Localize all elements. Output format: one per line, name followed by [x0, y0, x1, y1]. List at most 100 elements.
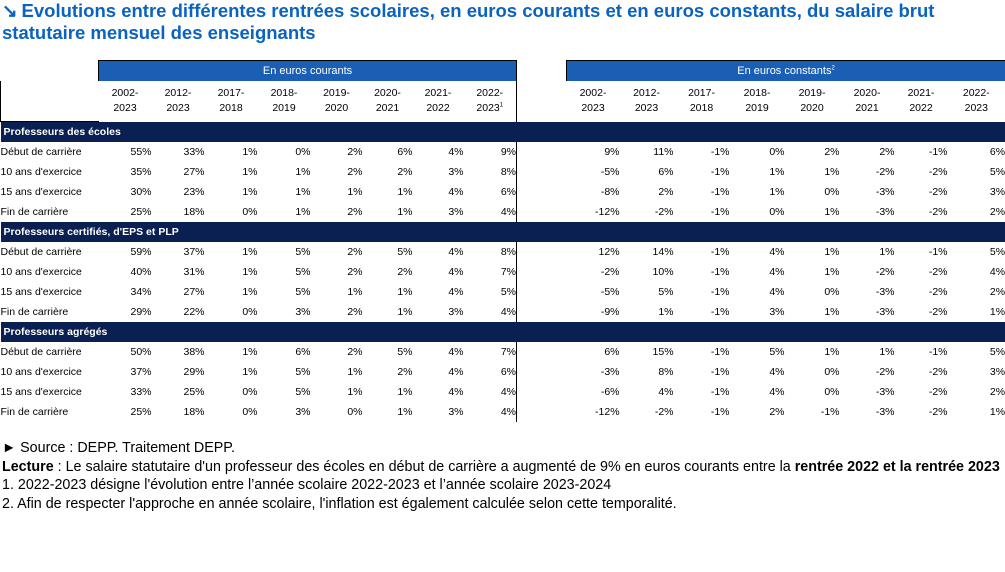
row-label: Fin de carrière: [0, 206, 69, 218]
value-courant: 5%: [295, 386, 311, 398]
value-constant: 2%: [769, 406, 785, 418]
value-constant: -12%: [595, 406, 620, 418]
value-courant: 6%: [295, 346, 311, 358]
value-constant: -2%: [928, 186, 948, 198]
group-header: Professeurs certifiés, d'EPS et PLP: [0, 222, 517, 242]
value-constant: 6%: [604, 346, 620, 358]
value-constant: 4%: [769, 366, 785, 378]
value-courant: 18%: [183, 206, 205, 218]
value-constant: 2%: [824, 146, 840, 158]
gap-cell: [517, 142, 567, 162]
year-header: 2002- 2023: [567, 81, 620, 122]
value-courant: 4%: [463, 402, 518, 422]
gap-cell: [517, 202, 567, 222]
value-courant: 1%: [242, 246, 258, 258]
data-table: En euros courants En euros constants2 2002…: [0, 60, 1005, 422]
value-courant: 0%: [242, 206, 258, 218]
footnote-1: 1. 2022-2023 désigne l'évolution entre l…: [2, 477, 612, 493]
table-row: 15 ans d'exercice 33% 25% 0% 5% 1% 1% 4% 4% -6% 4%…: [1, 382, 1005, 402]
value-constant: -1%: [928, 246, 948, 258]
value-courant: 7%: [463, 342, 518, 362]
value-courant: 1%: [242, 146, 258, 158]
value-courant: 1%: [397, 186, 413, 198]
value-constant: -2%: [928, 266, 948, 278]
gap-cell: [517, 61, 567, 82]
value-constant: -1%: [928, 346, 948, 358]
year-header: 2021- 2022: [413, 81, 464, 122]
value-courant: 25%: [130, 406, 152, 418]
value-courant: 0%: [242, 406, 258, 418]
value-courant: 1%: [242, 286, 258, 298]
value-constant: -2%: [600, 266, 620, 278]
value-courant: 6%: [463, 182, 518, 202]
table-row: Début de carrière 59% 37% 1% 5% 2% 5% 4% 8% 12% 14…: [1, 242, 1005, 262]
value-courant: 4%: [463, 202, 518, 222]
value-courant: 2%: [347, 206, 363, 218]
footnote-2: 2. Afin de respecter l'approche en année…: [2, 495, 677, 512]
year-end: 2023: [581, 102, 605, 115]
value-courant: 7%: [463, 262, 518, 282]
value-constant: 3%: [947, 182, 1005, 202]
value-courant: 3%: [448, 166, 464, 178]
value-courant: 4%: [448, 266, 464, 278]
year-start: 2017-: [217, 87, 245, 100]
value-constant: -2%: [928, 286, 948, 298]
value-constant: -1%: [710, 346, 730, 358]
value-constant: 9%: [604, 146, 620, 158]
value-courant: 3%: [295, 306, 311, 318]
value-courant: 9%: [463, 142, 518, 162]
value-courant: 1%: [295, 206, 311, 218]
value-courant: 27%: [183, 286, 205, 298]
value-constant: -3%: [875, 206, 895, 218]
value-constant: -3%: [875, 286, 895, 298]
value-constant: 2%: [658, 186, 674, 198]
year-end: 2020: [324, 102, 349, 115]
value-courant: 2%: [397, 266, 413, 278]
value-courant: 25%: [183, 386, 205, 398]
value-constant: -2%: [654, 406, 674, 418]
year-start: 2002-: [111, 87, 139, 100]
row-label: Début de carrière: [0, 346, 82, 358]
gap-cell: [517, 362, 567, 382]
value-courant: 2%: [347, 146, 363, 158]
value-constant: 3%: [769, 306, 785, 318]
gap-cell: [517, 402, 567, 422]
year-end: 2022: [909, 102, 933, 115]
source-note: ► Source : DEPP. Traitement DEPP.: [2, 440, 235, 456]
gap-cell: [517, 382, 567, 402]
value-courant: 37%: [183, 246, 205, 258]
row-label: Début de carrière: [0, 146, 82, 158]
value-constant: -1%: [710, 286, 730, 298]
value-constant: -1%: [710, 166, 730, 178]
table-row: Début de carrière 50% 38% 1% 6% 2% 5% 4% 7% 6% 15%…: [1, 342, 1005, 362]
value-courant: 6%: [397, 146, 413, 158]
year-header: 2017- 2018: [205, 81, 258, 122]
value-constant: 0%: [824, 386, 840, 398]
value-courant: 27%: [183, 166, 205, 178]
value-constant: -3%: [600, 366, 620, 378]
value-courant: 1%: [397, 406, 413, 418]
value-courant: 4%: [448, 366, 464, 378]
value-courant: 4%: [448, 346, 464, 358]
value-constant: 6%: [658, 166, 674, 178]
value-constant: 1%: [824, 166, 840, 178]
row-label: Fin de carrière: [0, 406, 69, 418]
value-courant: 2%: [347, 266, 363, 278]
year-start: 2018-: [270, 87, 298, 100]
value-constant: 4%: [769, 286, 785, 298]
year-start: 2021-: [424, 87, 452, 100]
year-end: 2018: [689, 102, 714, 115]
value-constant: 6%: [947, 142, 1005, 162]
value-courant: 33%: [130, 386, 152, 398]
year-start: 2020-: [374, 87, 401, 100]
value-courant: 29%: [130, 306, 152, 318]
table-row: 10 ans d'exercice 40% 31% 1% 5% 2% 2% 4% 7% -2% 10…: [1, 262, 1005, 282]
value-courant: 59%: [130, 246, 152, 258]
value-courant: 4%: [448, 186, 464, 198]
value-courant: 0%: [347, 406, 363, 418]
value-courant: 1%: [347, 286, 363, 298]
header-constants: En euros constants2: [566, 60, 1005, 81]
lecture-note: Lecture : Le salaire statutaire d'un pro…: [2, 458, 1000, 475]
table-row: Début de carrière 55% 33% 1% 0% 2% 6% 4% 9% 9% 11%…: [1, 142, 1005, 162]
value-constant: 1%: [879, 246, 895, 258]
